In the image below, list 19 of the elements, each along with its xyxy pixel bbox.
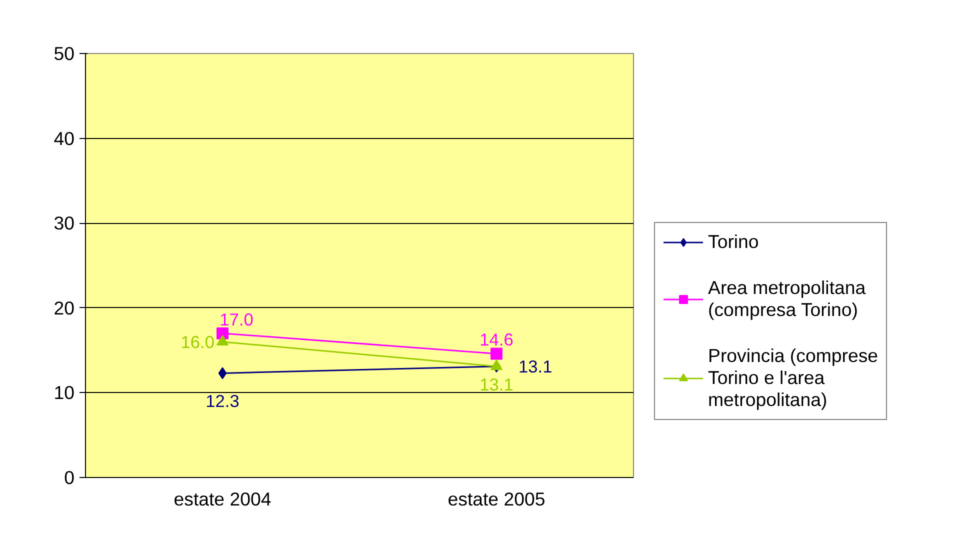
data-label: 13.1 (480, 374, 514, 394)
legend-label: Provincia (comprese Torino e l'area metropolitana) (708, 345, 878, 411)
data-label: 14.6 (480, 330, 514, 350)
y-tick-label: 10 (54, 382, 75, 404)
legend-label: Torino (708, 231, 759, 253)
x-tick-label: estate 2004 (174, 488, 272, 510)
legend-label: Area metropolitana (compresa Torino) (708, 277, 866, 321)
y-tick-label: 50 (54, 43, 75, 64)
x-tick-label: estate 2005 (448, 488, 546, 510)
data-label: 16.0 (180, 332, 215, 352)
data-label: 17.0 (220, 309, 254, 330)
point (218, 367, 227, 380)
point (490, 348, 502, 360)
data-label: 13.1 (518, 356, 552, 376)
data-label: 12.3 (206, 391, 240, 412)
y-tick-label: 0 (64, 467, 75, 488)
y-tick-label: 20 (54, 297, 75, 318)
y-tick-label: 40 (54, 128, 75, 149)
y-tick-label: 30 (54, 212, 75, 234)
